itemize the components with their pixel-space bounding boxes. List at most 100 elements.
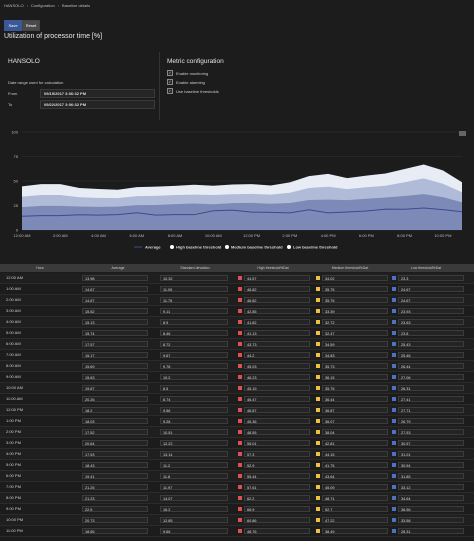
high-threshold-input[interactable]: 46.82 — [244, 297, 310, 303]
low-threshold-input[interactable]: 25.43 — [398, 341, 464, 347]
high-threshold-input[interactable]: 57.3 — [244, 451, 310, 457]
high-threshold-input[interactable]: 46.23 — [244, 374, 310, 380]
medium-threshold-input[interactable]: 35.75 — [322, 385, 388, 391]
medium-threshold-input[interactable]: 38.04 — [322, 429, 388, 435]
high-threshold-input[interactable]: 45.03 — [244, 363, 310, 369]
high-threshold-input[interactable]: 55.01 — [244, 440, 310, 446]
medium-threshold-input[interactable]: 36.07 — [322, 418, 388, 424]
enable-alarming-row[interactable]: ✓ Enable alarming — [167, 79, 219, 85]
to-date-field[interactable]: 09/22/2017 3:06:32 PM — [40, 100, 155, 109]
col-average[interactable]: Average — [111, 266, 125, 270]
low-threshold-input[interactable]: 26.44 — [398, 363, 464, 369]
high-threshold-input[interactable]: 41.82 — [244, 319, 310, 325]
low-threshold-input[interactable]: 23.93 — [398, 308, 464, 314]
high-threshold-input[interactable]: 46.82 — [244, 286, 310, 292]
high-threshold-input[interactable]: 60.86 — [244, 517, 310, 523]
low-threshold-input[interactable]: 31.01 — [398, 451, 464, 457]
low-threshold-input[interactable]: 34.64 — [398, 495, 464, 501]
medium-threshold-input[interactable]: 47.22 — [322, 517, 388, 523]
enable-alarming-checkbox[interactable]: ✓ — [167, 79, 173, 85]
medium-threshold-input[interactable]: 35.75 — [322, 297, 388, 303]
low-threshold-input[interactable]: 27.41 — [398, 396, 464, 402]
low-threshold-input[interactable]: 28.31 — [398, 528, 464, 534]
medium-threshold-input[interactable]: 38.49 — [322, 528, 388, 534]
high-threshold-input[interactable]: 44.2 — [244, 352, 310, 358]
low-threshold-input[interactable]: 30.54 — [398, 462, 464, 468]
high-threshold-input[interactable]: 57.61 — [244, 484, 310, 490]
low-threshold-input[interactable]: 27.06 — [398, 374, 464, 380]
medium-threshold-input[interactable]: 44.15 — [322, 451, 388, 457]
medium-threshold-input[interactable]: 35.73 — [322, 363, 388, 369]
low-threshold-input[interactable]: 25.46 — [398, 352, 464, 358]
use-baseline-row[interactable]: ✓ Use baseline thresholds — [167, 88, 219, 94]
low-threshold-input[interactable]: 26.31 — [398, 385, 464, 391]
medium-threshold-input[interactable]: 45.09 — [322, 484, 388, 490]
low-threshold-input[interactable]: 33.58 — [398, 517, 464, 523]
high-threshold-input[interactable]: 43.73 — [244, 341, 310, 347]
medium-threshold-input[interactable]: 32.72 — [322, 319, 388, 325]
high-threshold-input[interactable]: 45.36 — [244, 418, 310, 424]
reset-button[interactable]: Reset — [22, 20, 40, 31]
low-threshold-input[interactable]: 33.12 — [398, 484, 464, 490]
col-std[interactable]: Standard deviation — [180, 266, 210, 270]
medium-threshold-input[interactable]: 32.47 — [322, 330, 388, 336]
high-threshold-input[interactable]: 48.76 — [244, 528, 310, 534]
medium-threshold-input[interactable]: 36.87 — [322, 407, 388, 413]
high-threshold-input[interactable]: 55.44 — [244, 473, 310, 479]
medium-threshold-input[interactable]: 41.75 — [322, 462, 388, 468]
save-button[interactable]: Save — [4, 20, 22, 31]
medium-threshold-input[interactable]: 34.59 — [322, 341, 388, 347]
low-threshold-input[interactable]: 30.57 — [398, 440, 464, 446]
col-hour[interactable]: Hour — [36, 266, 44, 270]
high-threshold-input[interactable]: 41.13 — [244, 330, 310, 336]
enable-monitoring-label: Enable monitoring — [176, 70, 209, 76]
use-baseline-checkbox[interactable]: ✓ — [167, 88, 173, 94]
high-threshold-input[interactable]: 44.57 — [244, 275, 310, 281]
x-tick-label: 10:00 PM — [434, 233, 451, 238]
std-value: 9.28 — [160, 418, 228, 424]
high-threshold-input[interactable]: 48.55 — [244, 429, 310, 435]
average-line — [21, 207, 463, 217]
medium-threshold-input[interactable]: 33.39 — [322, 308, 388, 314]
high-threshold-input[interactable]: 45.19 — [244, 385, 310, 391]
breadcrumb-item-host[interactable]: HANSOLO — [4, 3, 24, 8]
breadcrumb-item-configuration[interactable]: Configuration — [30, 3, 55, 8]
low-threshold-input[interactable]: 24.67 — [398, 297, 464, 303]
chart-menu-icon[interactable] — [459, 131, 466, 136]
low-threshold-input[interactable]: 36.56 — [398, 506, 464, 512]
medium-threshold-input[interactable]: 52.7 — [322, 506, 388, 512]
low-threshold-input[interactable]: 27.53 — [398, 429, 464, 435]
from-label: From — [8, 91, 18, 96]
medium-threshold-input[interactable]: 34.83 — [322, 352, 388, 358]
low-threshold-input[interactable]: 23.3 — [398, 275, 464, 281]
hour-cell: 3:00 AM — [6, 308, 21, 313]
medium-threshold-input[interactable]: 36.15 — [322, 374, 388, 380]
medium-threshold-input[interactable]: 34.02 — [322, 275, 388, 281]
high-threshold-input[interactable]: 62.2 — [244, 495, 310, 501]
high-threshold-input[interactable]: 46.47 — [244, 396, 310, 402]
table-row: 9:00 PM 22.5 16.2 66.9 52.7 36.56 — [0, 504, 474, 515]
low-threshold-input[interactable]: 24.67 — [398, 286, 464, 292]
enable-monitoring-checkbox[interactable]: ✓ — [167, 70, 173, 76]
col-medium[interactable]: Medium threshold%Dat — [331, 266, 369, 270]
low-threshold-input[interactable]: 27.71 — [398, 407, 464, 413]
high-threshold-input[interactable]: 66.9 — [244, 506, 310, 512]
table-row: 7:00 PM 21.25 11.97 57.61 45.09 33.12 — [0, 482, 474, 493]
col-low[interactable]: Low threshold%Dat — [410, 266, 442, 270]
high-threshold-input[interactable]: 42.85 — [244, 308, 310, 314]
col-high[interactable]: High threshold%Dat — [257, 266, 289, 270]
from-date-field[interactable]: 09/15/2017 3:06:32 PM — [40, 89, 155, 98]
medium-threshold-input[interactable]: 35.75 — [322, 286, 388, 292]
low-threshold-input[interactable]: 23.8 — [398, 330, 464, 336]
medium-threshold-input[interactable]: 42.81 — [322, 440, 388, 446]
high-threshold-input[interactable]: 46.87 — [244, 407, 310, 413]
low-threshold-input[interactable]: 23.63 — [398, 319, 464, 325]
low-threshold-input[interactable]: 31.85 — [398, 473, 464, 479]
enable-monitoring-row[interactable]: ✓ Enable monitoring — [167, 70, 219, 76]
low-threshold-input[interactable]: 26.79 — [398, 418, 464, 424]
table-row: 11:00 PM 18.65 9.66 48.76 38.49 28.31 — [0, 526, 474, 537]
high-threshold-input[interactable]: 52.9 — [244, 462, 310, 468]
medium-threshold-input[interactable]: 36.44 — [322, 396, 388, 402]
medium-threshold-input[interactable]: 48.71 — [322, 495, 388, 501]
medium-threshold-input[interactable]: 43.64 — [322, 473, 388, 479]
